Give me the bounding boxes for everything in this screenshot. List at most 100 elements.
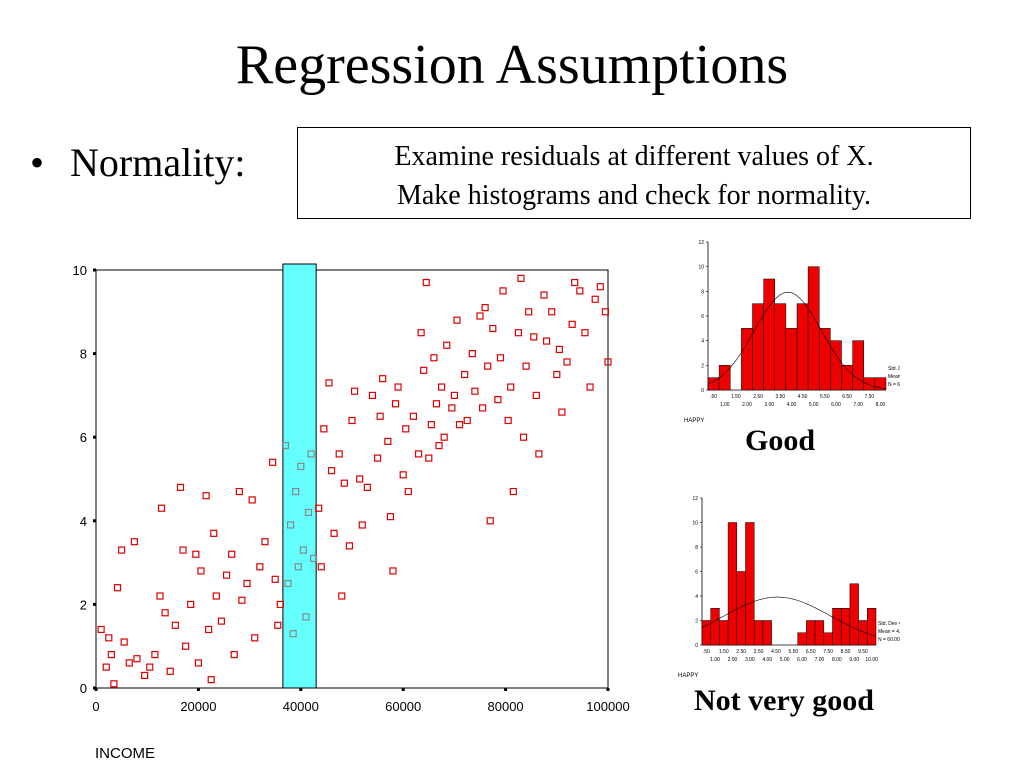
data-point (251, 634, 259, 642)
x-tick-label-bottom: 1.00 (710, 657, 720, 663)
data-point (356, 475, 364, 483)
x-tick-label-bottom: 4.00 (787, 402, 797, 408)
bad-caption: Not very good (694, 684, 874, 717)
data-point (292, 487, 300, 496)
histogram-bar (867, 608, 877, 646)
data-point (269, 458, 277, 466)
y-tick-label: 4 (695, 594, 698, 600)
data-point (197, 567, 205, 575)
stats-label: Mean = 4.58 (878, 629, 900, 635)
data-point (422, 278, 430, 287)
data-point (105, 634, 113, 642)
x-tick-label-top: .50 (703, 649, 710, 655)
data-point (222, 571, 231, 579)
data-point (117, 546, 126, 554)
x-tick-label-bottom: 6.00 (797, 657, 807, 663)
histogram-bar (819, 328, 831, 391)
data-point (504, 416, 512, 425)
data-point (176, 483, 185, 491)
data-point (320, 425, 328, 433)
data-point (432, 400, 441, 408)
data-point (476, 312, 484, 320)
data-point (202, 492, 210, 500)
data-point (563, 358, 571, 366)
x-tick-label-bottom: 1.00 (720, 402, 730, 408)
note-box: Examine residuals at different values of… (297, 127, 971, 219)
scatter-chart: 0 2 4 6 8 10 0 20000 40000 60000 80000 100000 INCOME (73, 263, 630, 762)
data-point (525, 308, 533, 316)
data-point (496, 354, 505, 362)
data-point (427, 421, 435, 429)
histogram-bar (874, 377, 887, 391)
data-point (553, 370, 561, 379)
x-tick-label-bottom: 3.00 (764, 402, 774, 408)
data-point (430, 354, 438, 362)
x-tick-label-top: 1.50 (731, 394, 741, 400)
x-tick-label-top: 7.50 (823, 649, 833, 655)
data-point (294, 563, 302, 571)
data-point (315, 504, 323, 512)
data-point (157, 504, 166, 512)
data-point (530, 333, 538, 341)
y-tick-label: 10 (73, 263, 87, 278)
data-point (568, 320, 576, 328)
y-tick-label: 10 (698, 265, 704, 271)
data-point (179, 546, 187, 554)
histogram-bar (745, 522, 755, 646)
y-tick-label: 12 (698, 240, 704, 246)
x-tick-label-top: 3.50 (775, 394, 785, 400)
x-tick-label-bottom: 8.00 (876, 402, 886, 408)
histogram-bar (832, 608, 842, 646)
data-point (440, 433, 448, 441)
x-tick-label-top: 5.50 (820, 394, 830, 400)
data-point (571, 278, 579, 287)
data-point (591, 295, 599, 303)
histogram-bar (849, 583, 859, 646)
data-point (358, 521, 366, 529)
y-tick-label: 8 (701, 289, 704, 295)
data-point (212, 592, 220, 600)
x-tick-label-top: 3.50 (754, 649, 764, 655)
data-point (581, 329, 589, 337)
data-point (604, 358, 612, 366)
data-point (113, 584, 122, 592)
y-tick-label: 12 (692, 496, 698, 502)
data-point (345, 542, 354, 550)
data-point (350, 387, 359, 395)
data-point (340, 479, 348, 487)
data-point (384, 437, 392, 445)
x-tick-label-bottom: 7.00 (853, 402, 863, 408)
data-point (438, 383, 446, 391)
data-point (507, 383, 515, 391)
data-point (151, 650, 159, 659)
data-point (338, 592, 346, 600)
y-tick-label: 2 (701, 363, 704, 369)
data-point (576, 287, 584, 295)
data-point (238, 596, 246, 604)
y-tick-label: 4 (701, 339, 704, 345)
x-tick-label-bottom: 2.00 (742, 402, 752, 408)
x-tick-label: 100000 (586, 699, 629, 714)
y-tick-label: 10 (692, 521, 698, 527)
x-tick-label-top: 4.50 (798, 394, 808, 400)
data-point (417, 329, 425, 337)
data-point (156, 592, 164, 600)
bullet-text: Normality: (70, 140, 246, 185)
x-tick-label-top: 4.50 (771, 649, 781, 655)
data-point (289, 630, 297, 638)
data-point (97, 625, 105, 634)
x-tick-label-top: 2.50 (753, 394, 763, 400)
note-line-1: Examine residuals at different values of… (394, 141, 874, 172)
histogram-bar (727, 522, 738, 646)
data-point (404, 487, 412, 496)
data-point (499, 287, 507, 295)
data-point (540, 291, 548, 299)
histogram-bar (774, 303, 787, 391)
data-point (409, 412, 418, 420)
data-point (532, 391, 540, 399)
data-point (522, 362, 530, 370)
data-point (535, 450, 543, 458)
data-point (194, 659, 202, 667)
data-point (271, 575, 279, 583)
stats-label: Std. Dev = 3.06 (878, 621, 900, 627)
